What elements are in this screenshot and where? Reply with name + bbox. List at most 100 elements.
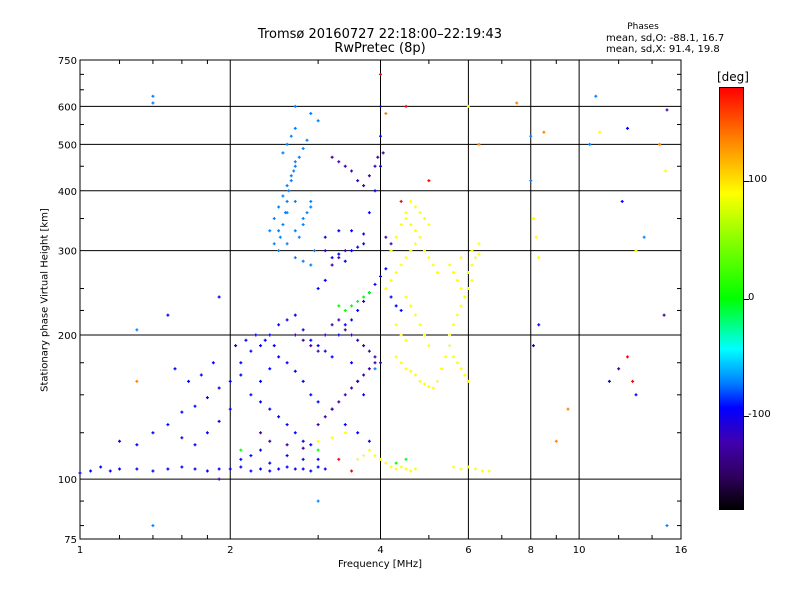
data-point	[384, 235, 388, 239]
data-point	[356, 179, 360, 183]
data-point	[228, 407, 232, 411]
data-point	[259, 379, 263, 383]
data-point	[404, 217, 408, 221]
data-point	[404, 211, 408, 215]
data-point	[301, 467, 305, 471]
data-point	[193, 404, 197, 408]
phases-heading: Phases	[627, 22, 659, 32]
data-point	[135, 443, 139, 447]
data-point	[362, 393, 366, 397]
y-tick-label: 75	[64, 535, 77, 546]
data-point	[239, 361, 243, 365]
data-point	[277, 415, 281, 419]
data-point	[477, 142, 481, 146]
data-point	[193, 443, 197, 447]
data-point	[362, 232, 366, 236]
data-point	[343, 164, 347, 168]
data-point	[444, 355, 448, 359]
data-point	[166, 423, 170, 427]
colorbar-tick	[744, 416, 749, 417]
data-point	[268, 461, 272, 465]
data-point	[293, 199, 297, 203]
data-point	[427, 385, 431, 389]
data-point	[459, 287, 463, 291]
data-point	[459, 467, 463, 471]
data-point	[451, 465, 455, 469]
data-point	[470, 278, 474, 282]
data-point	[239, 448, 243, 452]
data-point	[301, 328, 305, 332]
data-point	[135, 467, 139, 471]
data-point	[301, 439, 305, 443]
data-point	[379, 164, 382, 168]
data-point	[350, 229, 354, 233]
data-point	[305, 138, 309, 142]
data-point	[473, 467, 477, 471]
data-point	[323, 278, 327, 282]
data-point	[418, 323, 422, 327]
data-point	[554, 439, 558, 443]
data-point	[180, 410, 184, 414]
data-point	[384, 111, 388, 115]
data-point	[620, 199, 624, 203]
data-point	[394, 271, 398, 275]
data-point	[413, 229, 417, 233]
y-tick-label: 100	[58, 475, 77, 486]
data-point	[249, 469, 253, 473]
data-point	[187, 379, 191, 383]
data-point	[350, 249, 354, 253]
data-point	[316, 400, 320, 404]
data-point	[356, 379, 360, 383]
data-point	[435, 379, 439, 383]
data-point	[373, 189, 377, 193]
data-point	[665, 524, 669, 528]
data-point	[466, 465, 470, 469]
data-point	[239, 373, 243, 377]
data-point	[289, 179, 293, 183]
data-point	[409, 369, 413, 373]
data-point	[413, 205, 417, 209]
data-point	[413, 373, 417, 377]
data-point	[373, 367, 377, 371]
data-point	[356, 308, 360, 312]
data-point	[89, 469, 93, 473]
data-point	[217, 386, 221, 390]
data-point	[588, 142, 592, 146]
data-point	[435, 271, 439, 275]
data-point	[367, 291, 371, 295]
data-point	[330, 256, 334, 260]
data-point	[379, 72, 382, 76]
data-point	[228, 467, 232, 471]
data-point	[301, 457, 305, 461]
data-point	[404, 367, 408, 371]
data-point	[263, 338, 267, 342]
data-point	[343, 328, 347, 332]
data-point	[217, 295, 221, 299]
data-point	[272, 344, 276, 348]
data-point	[205, 396, 209, 400]
data-point	[180, 436, 184, 440]
data-point	[422, 217, 426, 221]
data-point	[337, 333, 341, 337]
data-point	[394, 355, 398, 359]
data-point	[301, 259, 305, 263]
data-point	[330, 323, 334, 327]
data-point	[268, 229, 272, 233]
data-point	[384, 287, 388, 291]
data-point	[379, 457, 382, 461]
data-point	[662, 313, 666, 317]
data-point	[634, 249, 638, 253]
y-tick-label: 500	[58, 140, 77, 151]
data-point	[305, 211, 309, 215]
data-point	[277, 205, 281, 209]
data-point	[151, 101, 155, 105]
data-point	[293, 229, 297, 233]
data-point	[316, 465, 320, 469]
data-point	[323, 467, 327, 471]
data-point	[625, 126, 629, 130]
data-point	[418, 235, 422, 239]
data-point	[277, 249, 281, 253]
data-point	[455, 313, 459, 317]
data-point	[228, 379, 232, 383]
